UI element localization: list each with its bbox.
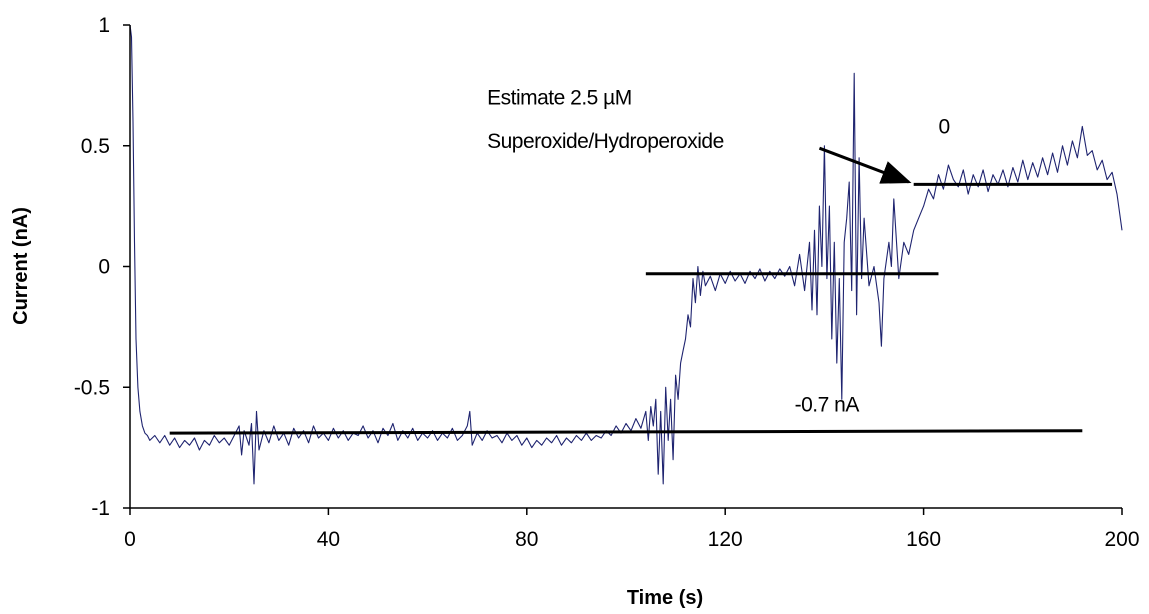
x-axis-title: Time (s) (627, 587, 703, 609)
y-tick-label: -1 (91, 497, 110, 520)
x-tick-label: 120 (708, 528, 743, 551)
axes (123, 24, 1123, 515)
y-axis-title: Current (nA) (10, 207, 32, 325)
annotations: Estimate 2.5 µM Superoxide/Hydroperoxide 0… (487, 87, 950, 417)
annotation-text-1: Estimate 2.5 µM (487, 87, 632, 110)
y-tick-label: 0 (98, 256, 110, 279)
x-tick-label: 160 (906, 528, 941, 551)
series-line-1 (129, 24, 1123, 485)
y-tick-label: 0.5 (81, 135, 110, 158)
y-tick-label: 1 (98, 14, 110, 37)
x-tick-label: 200 (1104, 528, 1139, 551)
x-tick-label: 0 (124, 528, 136, 551)
annotation-text-3: 0 (938, 116, 949, 139)
annotation-text-4: -0.7 nA (795, 393, 860, 416)
reference-line-1 (169, 429, 1083, 435)
tick-labels: -1 -0.5 0 0.5 1 0 40 80 120 160 200 (74, 14, 1140, 551)
x-tick-label: 80 (515, 528, 538, 551)
x-tick-label: 40 (317, 528, 340, 551)
annotation-text-2: Superoxide/Hydroperoxide (487, 130, 724, 153)
plot-area (129, 24, 1123, 485)
annotation-arrow (818, 146, 912, 184)
y-tick-label: -0.5 (74, 376, 110, 399)
